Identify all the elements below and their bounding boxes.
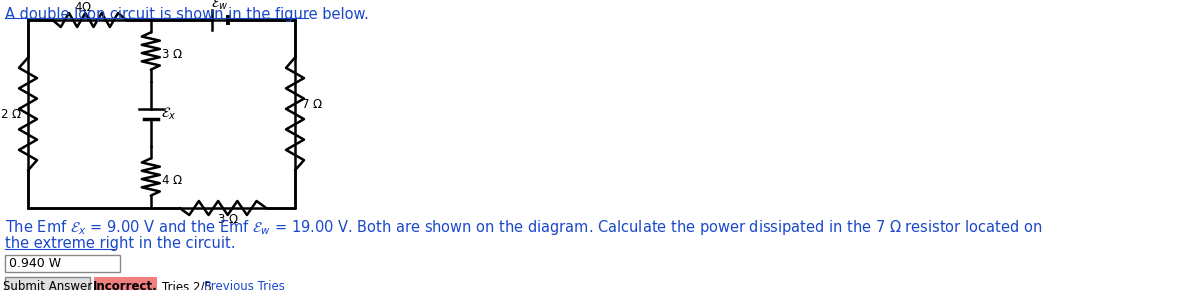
Text: A double loop circuit is shown in the figure below.: A double loop circuit is shown in the fi… — [5, 7, 368, 22]
Text: $\mathcal{E}_x$: $\mathcal{E}_x$ — [161, 106, 176, 122]
Text: 0.940 W: 0.940 W — [10, 257, 61, 270]
Bar — [5, 277, 90, 290]
Text: the extreme right in the circuit.: the extreme right in the circuit. — [5, 236, 235, 251]
Bar — [94, 277, 157, 290]
Bar — [5, 255, 120, 272]
Text: Submit Answer: Submit Answer — [2, 280, 92, 290]
Text: Incorrect.: Incorrect. — [94, 280, 158, 290]
Text: 3 $\Omega$: 3 $\Omega$ — [161, 48, 182, 61]
Text: 4$\Omega$: 4$\Omega$ — [74, 1, 92, 14]
Text: 7 $\Omega$: 7 $\Omega$ — [301, 97, 323, 110]
Text: 2 $\Omega$: 2 $\Omega$ — [0, 108, 22, 121]
Text: Previous Tries: Previous Tries — [204, 280, 284, 290]
Text: $\mathcal{E}_w$: $\mathcal{E}_w$ — [211, 0, 229, 12]
Text: Tries 2/5: Tries 2/5 — [162, 280, 212, 290]
Text: 4 $\Omega$: 4 $\Omega$ — [161, 174, 182, 186]
Text: 3 $\Omega$: 3 $\Omega$ — [217, 213, 239, 226]
Text: The Emf $\mathcal{E}_x$ = 9.00 V and the Emf $\mathcal{E}_w$ = 19.00 V. Both are: The Emf $\mathcal{E}_x$ = 9.00 V and the… — [5, 218, 1043, 237]
